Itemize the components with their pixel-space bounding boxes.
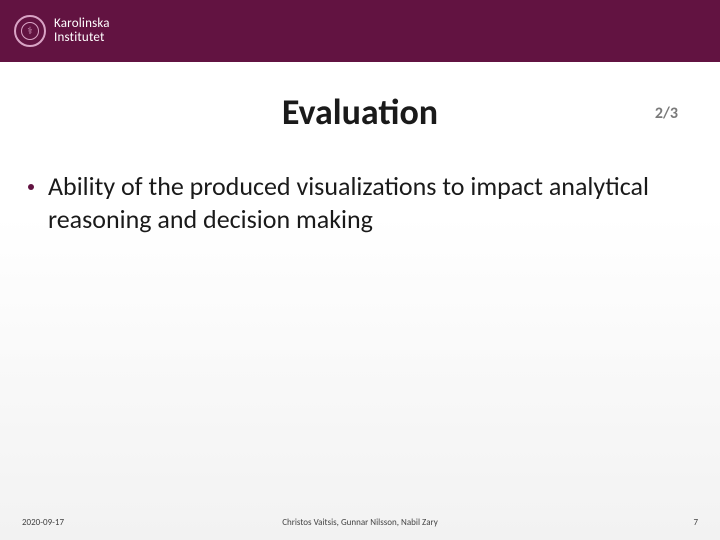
institution-name: Karolinska Institutet: [54, 17, 110, 46]
institution-line2: Institutet: [54, 31, 110, 45]
bullet-text: Ability of the produced visualizations t…: [48, 170, 680, 237]
footer-date: 2020-09-17: [22, 517, 64, 528]
bullet-icon: [28, 184, 34, 190]
page-fraction: 2/3: [655, 104, 678, 123]
caduceus-icon: ⚕: [27, 26, 32, 36]
bullet-list: Ability of the produced visualizations t…: [28, 170, 680, 237]
slide: ⚕ Karolinska Institutet Evaluation 2/3 A…: [0, 0, 720, 540]
seal-icon: ⚕: [14, 15, 46, 47]
footer-slide-number: 7: [693, 517, 698, 528]
page-title: Evaluation: [282, 90, 438, 134]
list-item: Ability of the produced visualizations t…: [28, 170, 680, 237]
footer-authors: Christos Vaitsis, Gunnar Nilsson, Nabil …: [282, 517, 438, 528]
title-row: Evaluation: [0, 90, 720, 134]
footer: 2020-09-17 Christos Vaitsis, Gunnar Nils…: [0, 517, 720, 528]
seal-inner-icon: ⚕: [21, 22, 39, 40]
logo: ⚕ Karolinska Institutet: [0, 15, 110, 47]
header-bar: ⚕ Karolinska Institutet: [0, 0, 720, 62]
institution-line1: Karolinska: [54, 17, 110, 31]
